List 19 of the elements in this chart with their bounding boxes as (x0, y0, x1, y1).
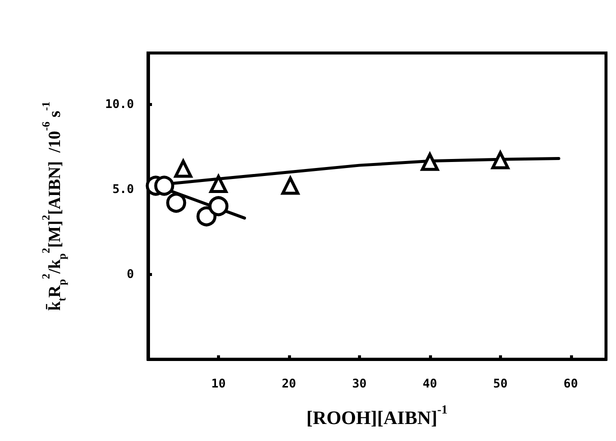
point (420, 152, 439, 171)
x-tick-label: 60 (564, 376, 578, 390)
x-tick-label: 40 (422, 376, 438, 390)
point (208, 196, 228, 216)
point (154, 176, 174, 196)
y-tick-label: 0 (126, 267, 134, 282)
x-tick-label: 10 (211, 376, 226, 390)
y-tick-label: 10.0 (105, 97, 134, 112)
point (491, 151, 510, 170)
text: k̄tRp2/kp2[M]2[AIBN] /10-6 s-1 (40, 102, 68, 311)
y-tick-label: 5.0 (112, 182, 134, 196)
x-tick-label: 20 (282, 376, 296, 390)
x-tick-label: 50 (493, 376, 508, 390)
point (174, 160, 192, 178)
point (196, 206, 216, 226)
point (209, 175, 228, 194)
point (166, 192, 186, 213)
x-tick-label: 30 (352, 376, 367, 390)
point (281, 176, 300, 195)
